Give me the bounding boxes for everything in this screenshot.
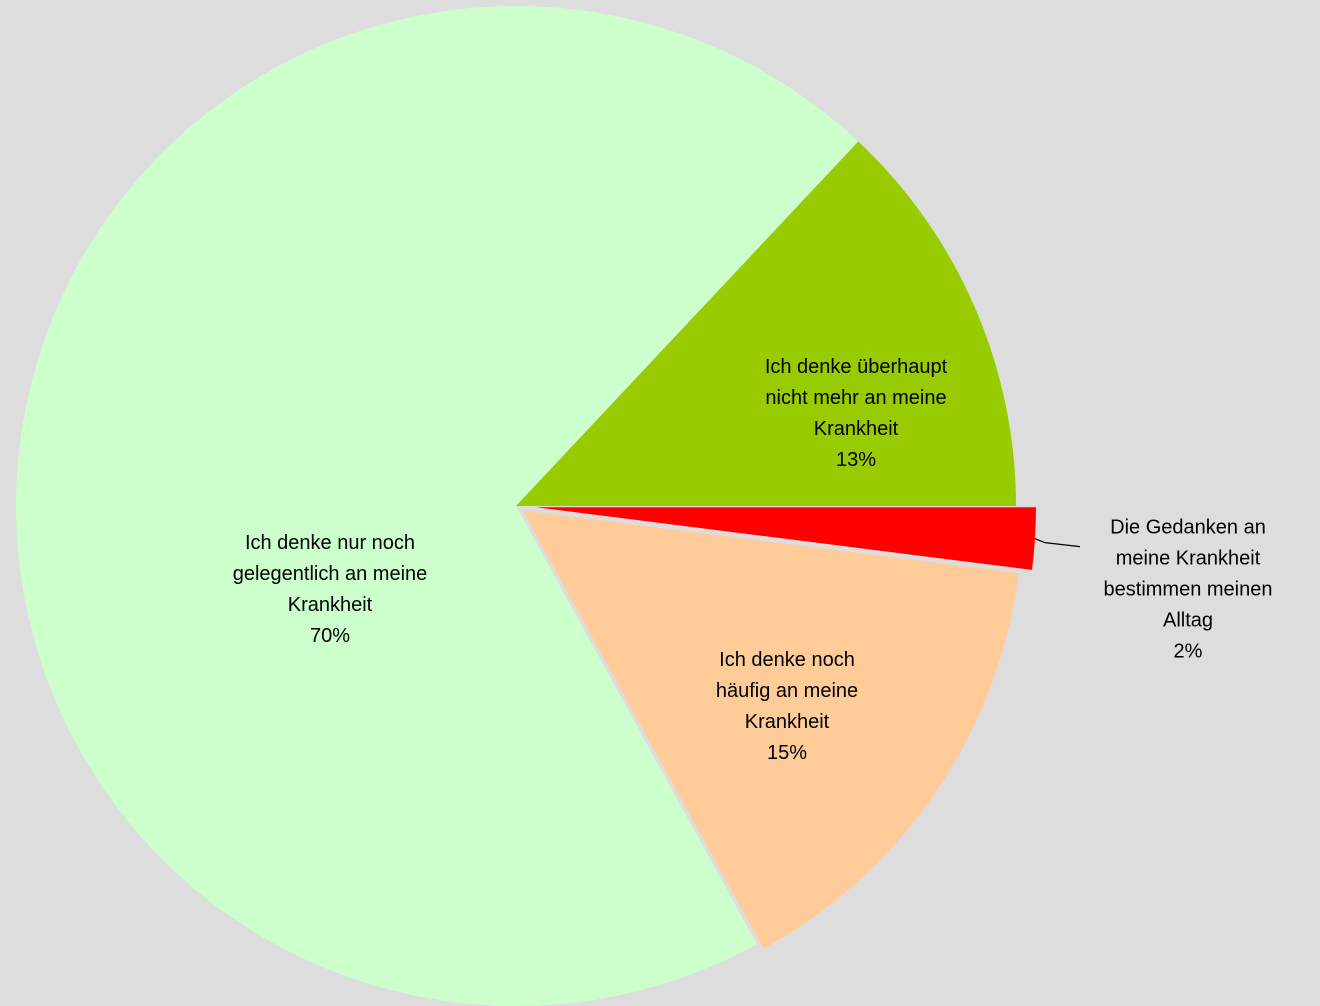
category-label: Ich denke überhaupt nicht mehr an meine … bbox=[764, 356, 948, 440]
value-label: 70% bbox=[309, 625, 351, 647]
value-label: 13% bbox=[835, 449, 877, 471]
category-label: Die Gedanken an meine Krankheit bestimme… bbox=[1103, 516, 1273, 632]
pie-slice bbox=[16, 5, 859, 1006]
pie-slice bbox=[516, 141, 1016, 506]
value-label: 15% bbox=[766, 742, 808, 764]
slice-label: Ich denke noch häufig an meine Krankheit… bbox=[697, 645, 877, 769]
slice-label: Ich denke überhaupt nicht mehr an meine … bbox=[749, 352, 964, 476]
pie-slice bbox=[522, 510, 1019, 949]
slice-label: Die Gedanken an meine Krankheit bestimme… bbox=[1088, 513, 1288, 668]
category-label: Ich denke noch häufig an meine Krankheit bbox=[715, 649, 859, 733]
category-label: Ich denke nur noch gelegentlich an meine… bbox=[232, 532, 428, 616]
value-label: 2% bbox=[1173, 640, 1203, 663]
slice-label: Ich denke nur noch gelegentlich an meine… bbox=[215, 528, 445, 652]
leader-line bbox=[1034, 538, 1081, 548]
pie-slice bbox=[535, 507, 1036, 570]
